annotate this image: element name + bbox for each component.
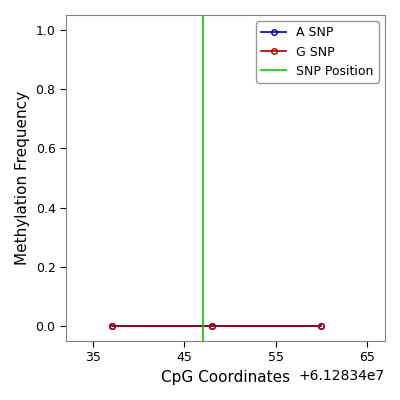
X-axis label: CpG Coordinates: CpG Coordinates — [161, 370, 290, 385]
Legend: A SNP, G SNP, SNP Position: A SNP, G SNP, SNP Position — [256, 21, 379, 83]
Y-axis label: Methylation Frequency: Methylation Frequency — [15, 91, 30, 265]
